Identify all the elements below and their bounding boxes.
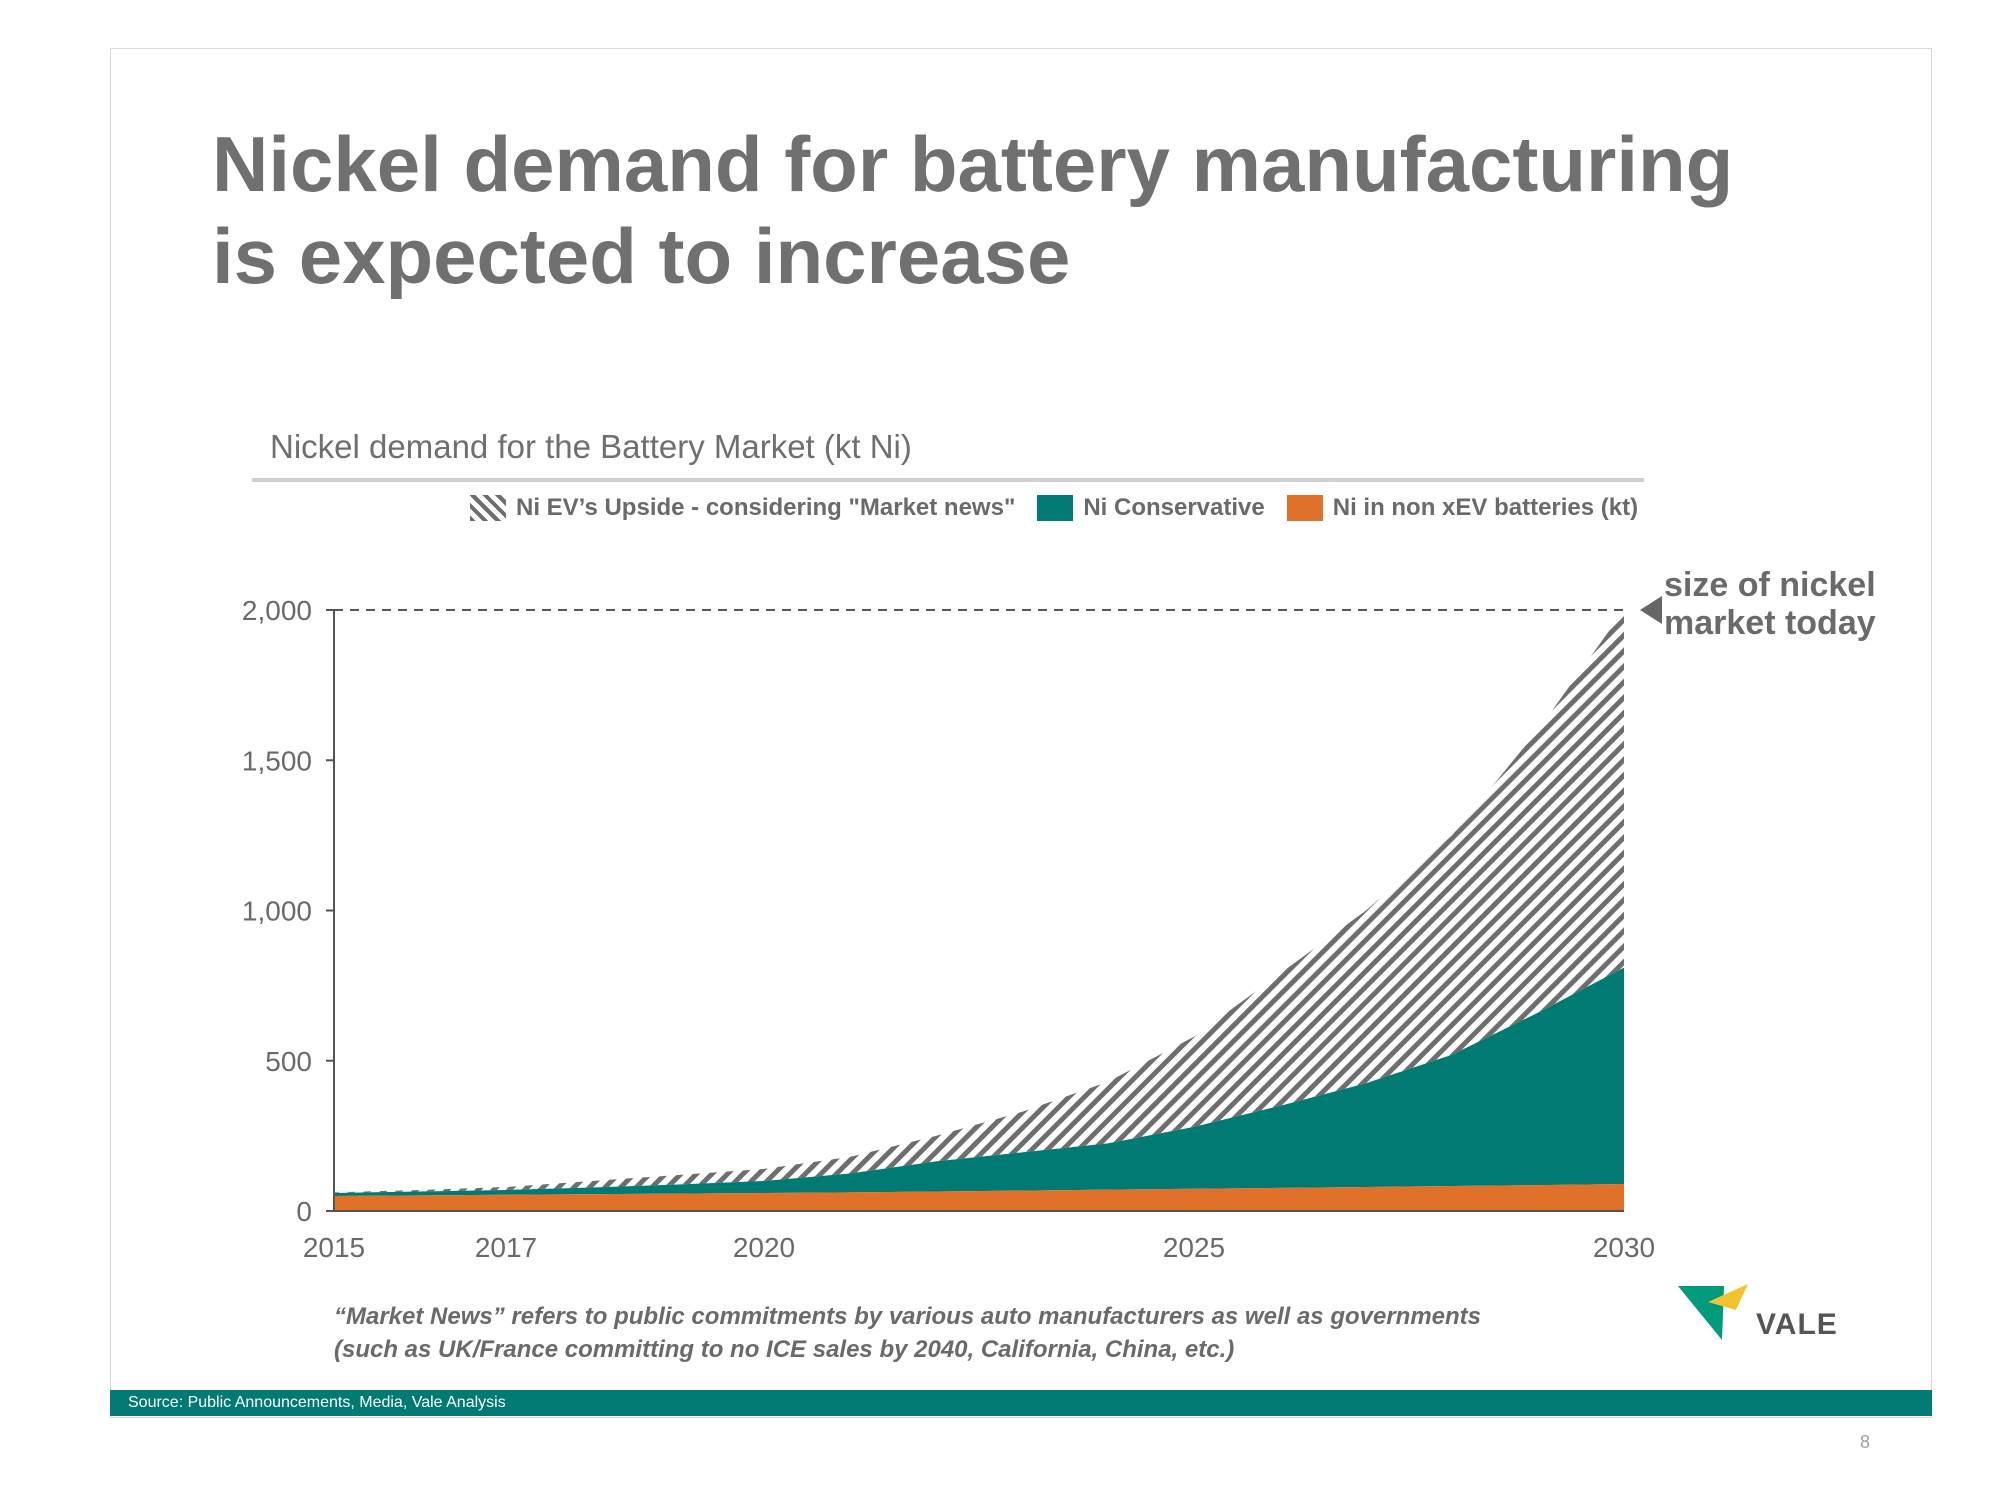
x-tick-label: 2030 bbox=[1593, 1232, 1655, 1263]
vale-logo bbox=[1678, 1284, 1748, 1340]
y-tick-label: 0 bbox=[296, 1196, 312, 1227]
chart-heading: Nickel demand for the Battery Market (kt… bbox=[270, 428, 912, 465]
logo-yellow-shape bbox=[1708, 1284, 1748, 1310]
x-tick-label: 2017 bbox=[475, 1232, 537, 1263]
chart-legend: Ni EV’s Upside - considering "Market new… bbox=[470, 490, 1660, 526]
legend-item-upside: Ni EV’s Upside - considering "Market new… bbox=[470, 494, 1015, 522]
area-non-xev bbox=[334, 1183, 1624, 1211]
legend-label-conservative: Ni Conservative bbox=[1083, 494, 1265, 521]
source-bar: Source: Public Announcements, Media, Val… bbox=[110, 1390, 1932, 1416]
heading-divider bbox=[252, 478, 1644, 482]
logo-text: VALE bbox=[1756, 1308, 1838, 1341]
market-size-annotation: size of nickel market today bbox=[1664, 566, 1876, 642]
annotation-arrow bbox=[1640, 596, 1662, 624]
page-title: Nickel demand for battery manufacturing … bbox=[212, 120, 1734, 300]
page-number: 8 bbox=[1860, 1432, 1871, 1452]
x-tick-label: 2015 bbox=[303, 1232, 365, 1263]
legend-label-upside: Ni EV’s Upside - considering "Market new… bbox=[516, 494, 1016, 521]
legend-swatch-conservative bbox=[1037, 495, 1074, 521]
x-tick-label: 2020 bbox=[733, 1232, 795, 1263]
y-tick-label: 1,500 bbox=[242, 745, 312, 776]
area-upside bbox=[334, 610, 1624, 1193]
y-tick-label: 1,000 bbox=[242, 896, 312, 927]
footnote: “Market News” refers to public commitmen… bbox=[334, 1303, 1482, 1363]
y-tick-label: 500 bbox=[265, 1046, 312, 1077]
legend-item-non-xev: Ni in non xEV batteries (kt) bbox=[1286, 494, 1639, 522]
legend-swatch-non-xev bbox=[1286, 495, 1323, 521]
legend-swatch-upside bbox=[470, 495, 506, 521]
legend-item-conservative: Ni Conservative bbox=[1037, 494, 1265, 522]
logo-green-shape bbox=[1678, 1286, 1724, 1340]
y-tick-label: 2,000 bbox=[242, 595, 312, 626]
legend-label-non-xev: Ni in non xEV batteries (kt) bbox=[1332, 494, 1639, 521]
x-tick-label: 2025 bbox=[1163, 1232, 1225, 1263]
area-conservative bbox=[334, 967, 1624, 1196]
